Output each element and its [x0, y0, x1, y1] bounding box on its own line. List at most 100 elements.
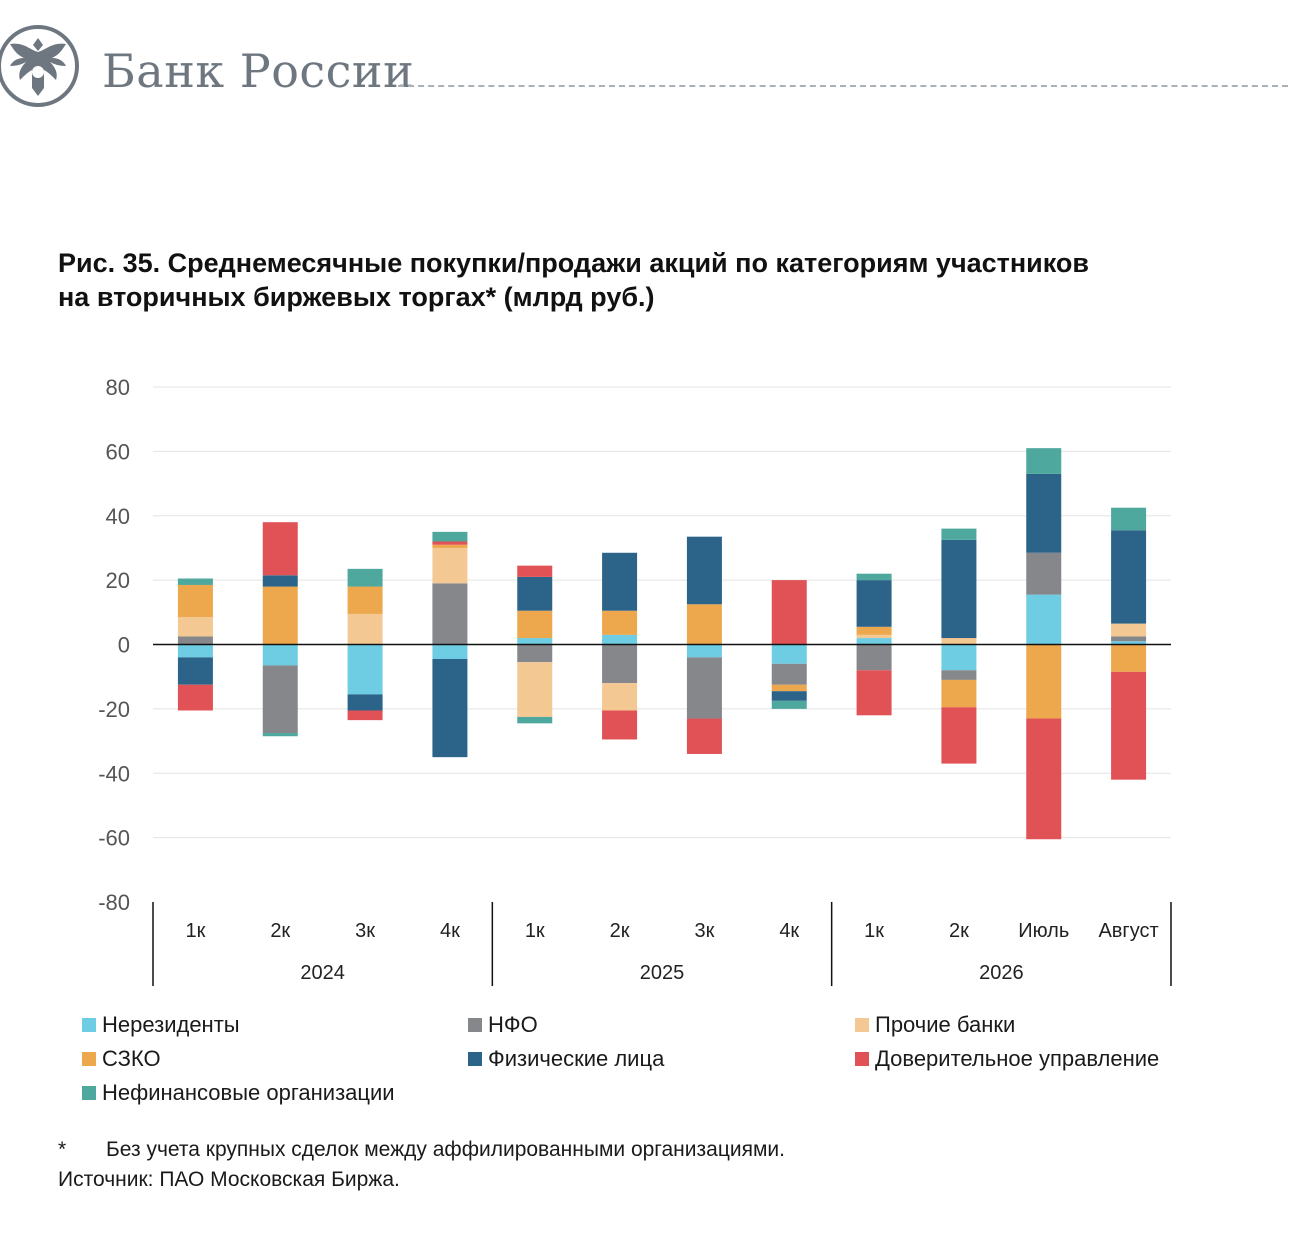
page-header: Банк России [0, 10, 1290, 120]
bar-segment [1026, 594, 1062, 645]
bar-segment [1111, 623, 1147, 637]
legend-swatch [468, 1018, 482, 1032]
bar-segment [432, 583, 468, 645]
footnote: * Без учета крупных сделок между аффилиро… [58, 1138, 785, 1162]
x-tick-label: 4к [779, 920, 799, 942]
legend-item: Физические лица [468, 1046, 664, 1072]
bar-segment [1026, 473, 1062, 553]
bar-segment [771, 700, 807, 709]
bar-segment [517, 576, 553, 611]
x-tick-label: Август [1098, 920, 1158, 942]
x-tick-label: 2к [610, 920, 630, 942]
bar-segment [941, 528, 977, 540]
bar-segment [1026, 644, 1062, 719]
bar-segment [856, 670, 892, 716]
bar-segment [686, 718, 722, 754]
bar-segment [432, 658, 468, 758]
bar-segment [686, 644, 722, 658]
bar-segment [602, 552, 638, 611]
bar-segment [856, 644, 892, 671]
y-tick-label: 60 [106, 439, 130, 464]
bar-segment [1111, 644, 1147, 672]
y-tick-label: 40 [106, 504, 130, 529]
x-tick-label: 2к [949, 920, 969, 942]
legend-swatch [82, 1086, 96, 1100]
bar-segment [771, 644, 807, 664]
legend-item: Нефинансовые организации [82, 1080, 395, 1106]
bar-segment [347, 613, 383, 645]
bar-segment [347, 710, 383, 721]
bar-segment [177, 657, 213, 685]
legend-swatch [82, 1018, 96, 1032]
figure-title-line-2: на вторичных биржевых торгах* (млрд руб.… [58, 282, 655, 312]
bar-segment [941, 539, 977, 639]
legend-item: Доверительное управление [855, 1046, 1159, 1072]
x-tick-label: 4к [440, 920, 460, 942]
chart-legend: Нерезиденты НФО Прочие банки СЗКО Физические… [82, 1012, 1262, 1122]
bar-segment [602, 634, 638, 645]
y-tick-label: 80 [106, 375, 130, 400]
group-label: 2026 [979, 962, 1024, 984]
bar-segment [177, 578, 213, 585]
bar-segment [941, 638, 977, 645]
bar-segment [856, 638, 892, 645]
bank-name: Банк России [102, 44, 415, 98]
bar-segment [517, 610, 553, 639]
bar-segment [1111, 641, 1147, 645]
x-tick-label: 1к [525, 920, 545, 942]
figure-title: Рис. 35. Среднемесячные покупки/продажи … [58, 246, 1238, 314]
bar-segment [1026, 448, 1062, 474]
bar-segment [771, 663, 807, 685]
legend-label: Нерезиденты [102, 1012, 240, 1037]
legend-swatch [855, 1018, 869, 1032]
bar-segment [856, 580, 892, 627]
bar-segment [262, 586, 298, 645]
bar-segment [177, 644, 213, 658]
bar-segment [856, 634, 892, 639]
bar-segment [347, 644, 383, 695]
x-tick-label: 1к [185, 920, 205, 942]
bar-segment [432, 541, 468, 545]
double-headed-eagle-icon [0, 25, 79, 107]
bar-segment [517, 716, 553, 724]
bar-segment [517, 662, 553, 717]
x-tick-label: 2к [270, 920, 290, 942]
y-tick-label: 20 [106, 568, 130, 593]
bar-segment [602, 644, 638, 684]
footnote-marker: * [58, 1138, 67, 1161]
bar-segment [262, 575, 298, 587]
bar-segment [941, 679, 977, 708]
bar-segment [177, 617, 213, 637]
legend-item: НФО [468, 1012, 538, 1038]
bar-segment [432, 544, 468, 548]
bar-segment [686, 657, 722, 719]
bar-segment [262, 644, 298, 666]
header-divider [398, 85, 1288, 87]
bar-segment [771, 684, 807, 692]
bar-segment [1026, 718, 1062, 840]
bar-segment [602, 710, 638, 740]
group-label: 2024 [300, 962, 345, 984]
source-note: Источник: ПАО Московская Биржа. [58, 1168, 400, 1191]
legend-item: Нерезиденты [82, 1012, 240, 1038]
bar-segment [347, 568, 383, 587]
legend-label: Прочие банки [875, 1012, 1016, 1037]
legend-item: Прочие банки [855, 1012, 1015, 1038]
bar-segment [602, 683, 638, 711]
bar-segment [432, 547, 468, 584]
footnote-text: Без учета крупных сделок между аффилиров… [106, 1138, 785, 1161]
bar-segment [856, 573, 892, 581]
x-tick-label: 3к [694, 920, 714, 942]
legend-swatch [82, 1052, 96, 1066]
figure-title-line-1: Рис. 35. Среднемесячные покупки/продажи … [58, 248, 1090, 278]
group-label: 2025 [640, 962, 685, 984]
bar-segment [941, 707, 977, 764]
y-tick-label: -40 [98, 761, 130, 786]
bar-segment [517, 638, 553, 645]
legend-label: НФО [488, 1012, 538, 1037]
y-tick-label: -20 [98, 697, 130, 722]
bar-segment [177, 584, 213, 618]
bar-segment [941, 644, 977, 671]
legend-swatch [468, 1052, 482, 1066]
x-tick-label: 3к [355, 920, 375, 942]
